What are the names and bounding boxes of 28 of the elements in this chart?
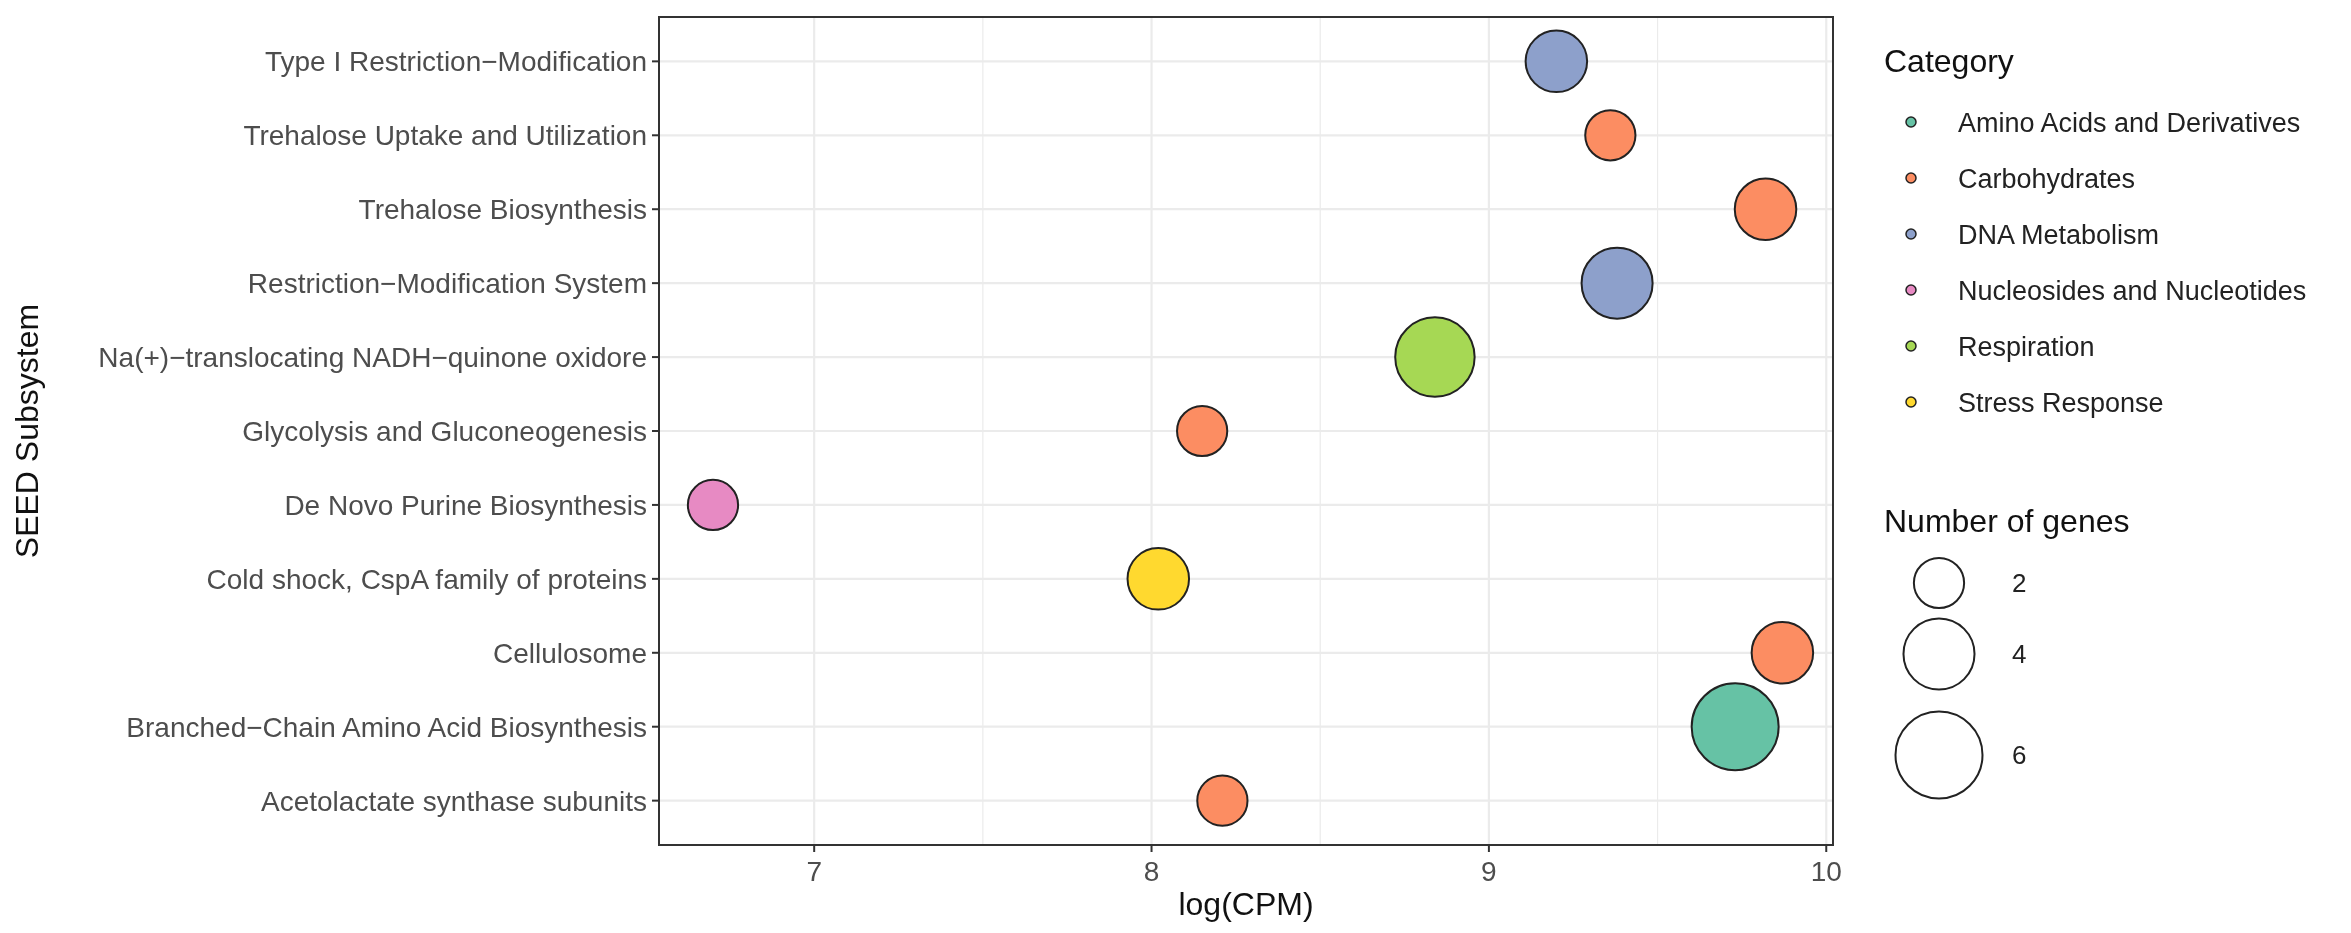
legend-label: 4: [2012, 639, 2027, 669]
y-axis-title: SEED Subsystem: [9, 303, 45, 559]
legend-label: Nucleosides and Nucleotides: [1958, 276, 2307, 306]
y-tick-label: Trehalose Biosynthesis: [358, 194, 647, 226]
y-tick-label: Glycolysis and Gluconeogenesis: [242, 416, 647, 447]
y-tick-label: Na(+)−translocating NADH−quinone oxidore: [98, 342, 647, 374]
y-tick-label: De Novo Purine Biosynthesis: [284, 489, 647, 521]
legend-label: Carbohydrates: [1958, 164, 2136, 194]
x-tick-label: 9: [1481, 856, 1497, 887]
x-tick-label: 8: [1143, 856, 1160, 887]
legend-label: Stress Response: [1958, 388, 2164, 418]
legend-label: 2: [2012, 568, 2027, 598]
legend-title: Category: [1884, 43, 2014, 79]
x-axis-title: log(CPM): [1178, 886, 1314, 922]
y-tick-label: Trehalose Uptake and Utilization: [243, 120, 647, 152]
legend-label: 6: [2012, 740, 2027, 770]
y-tick-label: Acetolactate synthase subunits: [260, 785, 647, 817]
x-tick-label: 7: [806, 856, 822, 887]
legend-label: DNA Metabolism: [1958, 220, 2160, 250]
y-tick-label: Type I Restriction−Modification: [264, 46, 647, 78]
text: Number of genes: [1884, 503, 2130, 539]
y-tick-label: Restriction−Modification System: [247, 268, 647, 300]
y-tick-label: Branched−Chain Amino Acid Biosynthesis: [126, 711, 647, 743]
y-tick-label: Cellulosome: [492, 637, 647, 669]
legend-label: Respiration: [1958, 332, 2095, 362]
y-tick-label: Cold shock, CspA family of proteins: [206, 563, 647, 595]
x-tick-label: 10: [1810, 856, 1842, 887]
legend-label: Amino Acids and Derivatives: [1958, 108, 2301, 138]
